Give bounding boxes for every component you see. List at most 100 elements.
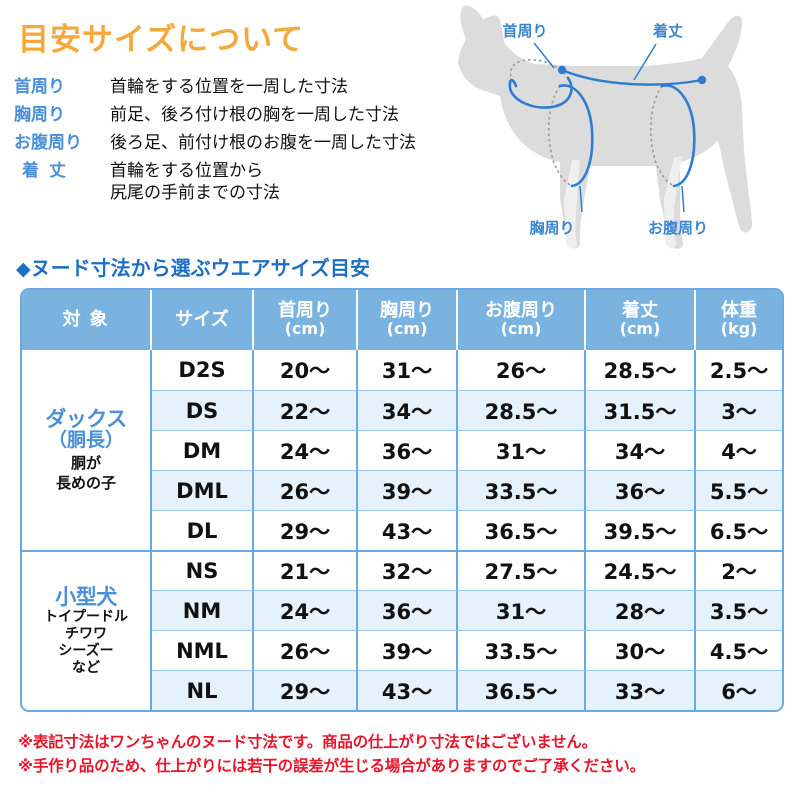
cell-chest: 36～ xyxy=(358,430,458,470)
cell-chest: 34～ xyxy=(358,390,458,430)
header-size-label: サイズ xyxy=(175,308,229,330)
legend-desc-belly: 後ろ足、前付け根のお腹を一周した寸法 xyxy=(110,133,416,153)
measurement-legend-list: 首周り 首輪をする位置を一周した寸法 胸周り 前足、後ろ付け根の胸を一周した寸法… xyxy=(14,76,484,210)
cell-length: 28～ xyxy=(586,590,696,630)
header-weight-unit: (kg) xyxy=(720,318,758,338)
cell-weight: 6～ xyxy=(696,670,782,710)
cell-size: DL xyxy=(152,510,254,550)
cell-belly: 26～ xyxy=(458,350,586,390)
header-chest: 胸周り (cm) xyxy=(358,290,458,350)
footnotes-section: ※表記寸法はワンちゃんのヌード寸法です。商品の仕上がり寸法ではございません。 ※… xyxy=(18,730,798,778)
header-section: 目安サイズについて 首周り 首輪をする位置を一周した寸法 胸周り 前足、後ろ付け… xyxy=(0,0,800,250)
header-belly: お腹周り (cm) xyxy=(458,290,586,350)
group-label-sub: （胴長） xyxy=(47,429,124,452)
cell-chest: 43～ xyxy=(358,670,458,710)
cell-weight: 2～ xyxy=(696,550,782,590)
cell-neck: 21～ xyxy=(254,550,358,590)
cell-length: 34～ xyxy=(586,430,696,470)
diagram-label-length: 着丈 xyxy=(652,22,683,40)
cell-neck: 24～ xyxy=(254,590,358,630)
cell-weight: 4～ xyxy=(696,430,782,470)
measurement-ellipse-hidden-edges xyxy=(509,58,675,187)
header-target: 対象 xyxy=(22,290,152,350)
diagram-label-neck: 首周り xyxy=(502,22,547,40)
page-title: 目安サイズについて xyxy=(18,22,305,58)
dog-measurement-diagram: 首周り 着丈 胸周り お腹周り xyxy=(430,0,800,250)
cell-size: DM xyxy=(152,430,254,470)
section-heading: ◆ヌード寸法から選ぶウエアサイズ目安 xyxy=(16,252,370,281)
header-neck: 首周り (cm) xyxy=(254,290,358,350)
legend-term-neck: 首周り xyxy=(14,77,65,97)
cell-size: NL xyxy=(152,670,254,710)
size-table: 対象 サイズ 首周り (cm) 胸周り (cm) お腹周り (cm) xyxy=(20,288,784,712)
table-header-row: 対象 サイズ 首周り (cm) 胸周り (cm) お腹周り (cm) xyxy=(22,290,782,350)
cell-weight: 6.5～ xyxy=(696,510,782,550)
section-heading-text: ヌード寸法から選ぶウエアサイズ目安 xyxy=(30,256,371,280)
group-label-main: ダックス xyxy=(45,406,127,431)
group-note-2: チワワ xyxy=(65,625,107,642)
header-weight-label: 体重 xyxy=(721,300,757,322)
cell-length: 36～ xyxy=(586,470,696,510)
cell-belly: 31～ xyxy=(458,590,586,630)
table-row: NM 24～ 36～ 31～ 28～ 3.5～ xyxy=(22,590,782,630)
header-chest-label: 胸周り xyxy=(380,300,434,322)
diagram-label-chest: 胸周り xyxy=(529,219,574,237)
header-length: 着丈 (cm) xyxy=(586,290,696,350)
cell-belly: 27.5～ xyxy=(458,550,586,590)
legend-desc-length-line2: 尻尾の手前までの寸法 xyxy=(110,183,280,203)
size-table-container: 対象 サイズ 首周り (cm) 胸周り (cm) お腹周り (cm) xyxy=(20,288,784,712)
group-note-3: シーズー xyxy=(58,642,114,659)
cell-chest: 32～ xyxy=(358,550,458,590)
cell-size: DS xyxy=(152,390,254,430)
group-note-1: トイプードル xyxy=(44,609,128,626)
cell-neck: 24～ xyxy=(254,430,358,470)
header-size: サイズ xyxy=(152,290,254,350)
header-target-label: 対象 xyxy=(62,308,117,330)
cell-weight: 3～ xyxy=(696,390,782,430)
length-measure-line xyxy=(557,65,707,86)
group-cell-small-dog: 小型犬 トイプードル チワワ シーズー など xyxy=(22,550,152,710)
cell-weight: 2.5～ xyxy=(696,350,782,390)
diamond-icon: ◆ xyxy=(16,258,31,280)
cell-neck: 29～ xyxy=(254,670,358,710)
cell-belly: 33.5～ xyxy=(458,630,586,670)
cell-belly: 31～ xyxy=(458,430,586,470)
cell-belly: 28.5～ xyxy=(458,390,586,430)
cell-belly: 36.5～ xyxy=(458,510,586,550)
table-row: NL 29～ 43～ 36.5～ 33～ 6～ xyxy=(22,670,782,710)
group-label-main: 小型犬 xyxy=(55,584,117,609)
cell-length: 28.5～ xyxy=(586,350,696,390)
group-note-2: 長めの子 xyxy=(55,473,116,492)
cell-length: 33～ xyxy=(586,670,696,710)
header-neck-unit: (cm) xyxy=(284,318,326,338)
legend-term-length: 着丈 xyxy=(22,161,76,181)
table-row: 小型犬 トイプードル チワワ シーズー など NS 21～ 32～ 27.5～ … xyxy=(22,550,782,710)
cell-weight: 4.5～ xyxy=(696,630,782,670)
neck-measure-ellipse xyxy=(508,76,573,109)
cell-chest: 36～ xyxy=(358,590,458,630)
table-row: DM 24～ 36～ 31～ 34～ 4～ xyxy=(22,430,782,470)
cell-chest: 39～ xyxy=(358,470,458,510)
header-length-unit: (cm) xyxy=(619,318,661,338)
group-note-1: 胴が xyxy=(70,453,101,472)
legend-desc-neck: 首輪をする位置を一周した寸法 xyxy=(110,77,348,97)
footnote-1: ※表記寸法はワンちゃんのヌード寸法です。商品の仕上がり寸法ではございません。 xyxy=(18,733,597,751)
cell-length: 24.5～ xyxy=(586,550,696,590)
cell-length: 30～ xyxy=(586,630,696,670)
diagram-leader-lines xyxy=(533,42,685,213)
cell-size: NML xyxy=(152,630,254,670)
cell-neck: 26～ xyxy=(254,630,358,670)
cell-chest: 31～ xyxy=(358,350,458,390)
table-row: NML 26～ 39～ 33.5～ 30～ 4.5～ xyxy=(22,630,782,670)
cell-neck: 22～ xyxy=(254,390,358,430)
cell-weight: 3.5～ xyxy=(696,590,782,630)
header-chest-unit: (cm) xyxy=(386,318,428,338)
cell-size: NS xyxy=(152,550,254,590)
legend-item-length: 着丈 首輪をする位置から 尻尾の手前までの寸法 xyxy=(14,160,484,204)
cell-size: D2S xyxy=(152,350,254,390)
cell-neck: 26～ xyxy=(254,470,358,510)
cell-size: DML xyxy=(152,470,254,510)
chest-measure-ellipse xyxy=(558,84,594,188)
footnote-2: ※手作り品のため、仕上がりには若干の誤差が生じる場合がありますのでご了承ください… xyxy=(18,757,645,775)
group-cell-dachshund: ダックス （胴長） 胴が 長めの子 xyxy=(22,350,152,550)
